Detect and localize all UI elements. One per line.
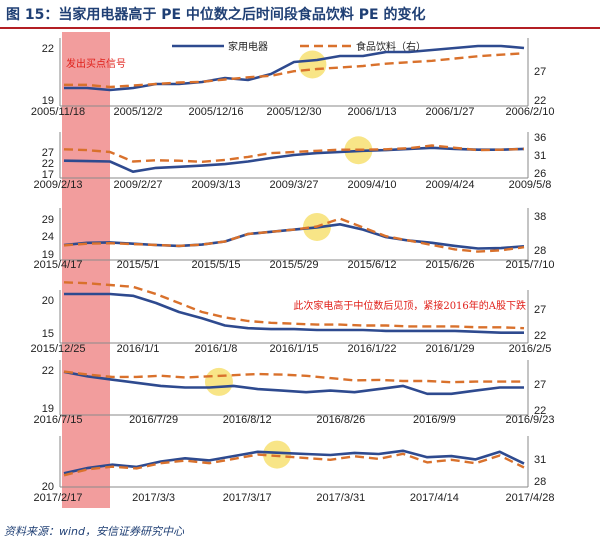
right-tick-label: 27: [534, 379, 546, 391]
left-tick-label: 29: [42, 214, 54, 226]
x-tick-label: 2016/1/1: [117, 343, 160, 355]
right-tick-label: 22: [534, 95, 546, 107]
right-tick-label: 22: [534, 405, 546, 417]
x-tick-label: 2005/12/30: [266, 106, 321, 118]
series-home-appliance-line: [63, 223, 525, 250]
x-tick-label: 2016/2/5: [509, 343, 552, 355]
x-tick-label: 2005/12/2: [114, 106, 163, 118]
x-tick-label: 2009/5/8: [509, 179, 552, 191]
right-tick-label: 31: [534, 454, 546, 466]
x-tick-label: 2006/1/27: [426, 106, 475, 118]
series-home-appliance-line: [64, 44, 525, 92]
x-tick-label: 2015/5/29: [270, 259, 319, 271]
series-food-beverage-line: [63, 281, 525, 330]
highlight-band: [62, 32, 110, 508]
x-tick-label: 2006/2/10: [506, 106, 555, 118]
series-food-beverage-line: [64, 52, 525, 89]
right-tick-label: 27: [534, 66, 546, 78]
highlight-circle: [204, 367, 233, 396]
series-food-beverage-line: [63, 452, 525, 477]
chart-title: 图 15：当家用电器高于 PE 中位数之后时间段食品饮料 PE 的变化: [6, 7, 426, 23]
x-tick-label: 2017/3/3: [132, 492, 175, 504]
series-home-appliance-line: [63, 449, 525, 475]
right-tick-label: 26: [534, 168, 546, 180]
x-tick-label: 2017/3/17: [223, 492, 272, 504]
x-tick-label: 2016/8/12: [223, 414, 272, 426]
right-tick-label: 28: [534, 476, 546, 488]
left-tick-label: 22: [42, 158, 54, 170]
left-tick-label: 27: [42, 147, 54, 159]
chart-panel-2: 2009/2/13 2009/2/27 2009/3/13 2009/3/27 2009…: [34, 132, 552, 191]
highlight-circle: [263, 440, 292, 469]
title-divider: [0, 27, 600, 29]
right-tick-label: 31: [534, 150, 546, 162]
x-tick-label: 2016/7/29: [129, 414, 178, 426]
series-food-beverage-line: [63, 144, 525, 164]
x-tick-label: 2016/8/26: [316, 414, 365, 426]
right-tick-label: 27: [534, 304, 546, 316]
chart-panel-6: 2017/2/17 2017/3/3 2017/3/17 2017/3/31 2017/…: [34, 436, 555, 504]
source-note: 资料来源：wind，安信证券研究中心: [4, 525, 185, 538]
chart-panel-5: 2016/7/15 2016/7/29 2016/8/12 2016/8/26 2016…: [34, 360, 555, 426]
chart-panel-1: 2005/11/18 2005/12/2 2005/12/16 2005/12/30 2…: [31, 38, 555, 118]
x-tick-label: 2016/9/9: [413, 414, 456, 426]
x-tick-label: 2015/5/1: [117, 259, 160, 271]
left-tick-label: 15: [42, 328, 54, 340]
left-tick-label: 19: [42, 95, 54, 107]
series-food-beverage-line: [63, 370, 524, 384]
chart-panel-3: 2015/4/17 2015/5/1 2015/5/15 2015/5/29 2015/…: [34, 208, 555, 271]
x-tick-label: 2017/4/28: [506, 492, 555, 504]
right-tick-label: 38: [534, 211, 546, 223]
left-tick-label: 22: [42, 365, 54, 377]
x-tick-label: 2015/4/17: [34, 259, 83, 271]
x-tick-label: 2016/1/22: [348, 343, 397, 355]
series-home-appliance-line: [63, 370, 524, 396]
x-tick-label: 2016/1/8: [195, 343, 238, 355]
x-tick-label: 2006/1/13: [348, 106, 397, 118]
x-tick-label: 2017/3/31: [316, 492, 365, 504]
x-tick-label: 2016/9/23: [506, 414, 555, 426]
x-tick-label: 2015/12/25: [30, 343, 85, 355]
series-home-appliance-line: [64, 292, 524, 335]
annotation-text: 此次家电高于中位数后见顶，紧接2016年的A股下跌: [293, 299, 526, 312]
x-tick-label: 2016/1/15: [270, 343, 319, 355]
highlight-circle: [298, 50, 327, 79]
annotation-text: 发出买点信号: [66, 57, 126, 70]
left-tick-label: 19: [42, 249, 54, 261]
series-home-appliance-line: [63, 146, 525, 173]
x-tick-label: 2015/6/12: [348, 259, 397, 271]
x-tick-label: 2009/3/13: [192, 179, 241, 191]
right-tick-label: 22: [534, 330, 546, 342]
x-tick-label: 2016/7/15: [34, 414, 83, 426]
series-food-beverage-line: [63, 217, 525, 253]
left-tick-label: 19: [42, 403, 54, 415]
right-tick-label: 36: [534, 132, 546, 144]
legend-label-food-beverage: 食品饮料（右）: [356, 40, 426, 53]
left-tick-label: 20: [42, 481, 54, 493]
x-tick-label: 2009/4/10: [348, 179, 397, 191]
x-tick-label: 2009/2/27: [114, 179, 163, 191]
x-tick-label: 2009/2/13: [34, 179, 83, 191]
x-tick-label: 2015/5/15: [192, 259, 241, 271]
x-tick-label: 2009/4/24: [426, 179, 475, 191]
left-tick-label: 22: [42, 43, 54, 55]
left-tick-label: 24: [42, 231, 54, 243]
left-tick-label: 20: [42, 295, 54, 307]
chart-panel-4: 2015/12/25 2016/1/1 2016/1/8 2016/1/15 2016/…: [30, 281, 552, 355]
x-tick-label: 2005/11/18: [31, 106, 85, 118]
x-tick-label: 2009/3/27: [270, 179, 319, 191]
x-tick-label: 2017/4/14: [410, 492, 459, 504]
x-tick-label: 2005/12/16: [188, 106, 243, 118]
x-tick-label: 2017/2/17: [34, 492, 83, 504]
legend-label-home-appliance: 家用电器: [228, 40, 268, 53]
x-tick-label: 2015/6/26: [426, 259, 475, 271]
x-tick-label: 2015/7/10: [506, 259, 555, 271]
x-tick-label: 2016/1/29: [426, 343, 475, 355]
right-tick-label: 28: [534, 245, 546, 257]
left-tick-label: 17: [42, 169, 54, 181]
